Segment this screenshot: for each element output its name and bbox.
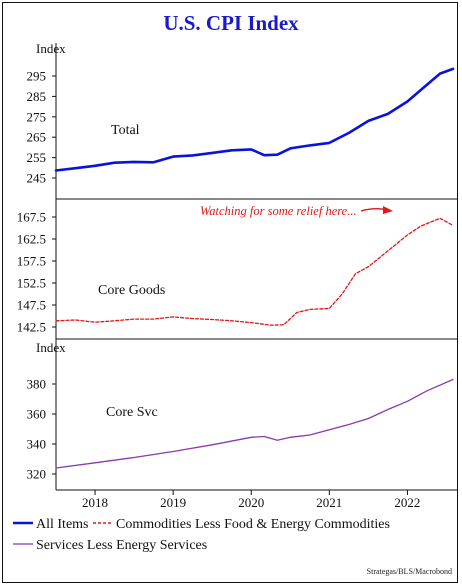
- y-axis-title-svc: Index: [36, 340, 66, 355]
- y-axis-title-total: Index: [36, 41, 66, 56]
- legend-label-core-goods: Commodities Less Food & Energy Commoditi…: [116, 517, 390, 532]
- x-tick-label: 2019: [160, 495, 186, 510]
- y-tick-label-goods: 152.5: [17, 276, 46, 291]
- panel-svc: 380 360 340 320 Index Core Svc: [27, 339, 457, 491]
- panel-goods: 167.5 162.5 157.5 152.5 147.5 142.5 Core Goods: [17, 199, 457, 340]
- panel-label-svc: Core Svc: [106, 405, 158, 420]
- y-tick-label-total: 275: [27, 109, 47, 124]
- y-tick-label-total: 285: [27, 89, 47, 104]
- panel-label-goods: Core Goods: [98, 283, 165, 298]
- y-tick-label-total: 265: [27, 130, 47, 145]
- x-tick-label: 2018: [82, 495, 108, 510]
- y-tick-label-svc: 380: [27, 377, 47, 392]
- x-tick-label: 2020: [238, 495, 264, 510]
- y-tick-label-goods: 162.5: [17, 232, 46, 247]
- y-tick-label-goods: 147.5: [17, 298, 46, 313]
- series-line-total: [54, 67, 455, 172]
- y-tick-label-svc: 340: [27, 437, 47, 452]
- annotation-arrowhead: [383, 206, 393, 214]
- x-tick-label: 2021: [316, 495, 342, 510]
- y-tick-label-total: 295: [27, 69, 47, 84]
- y-tick-label-svc: 360: [27, 407, 47, 422]
- cpi-chart: U.S. CPI Index 295 285 275 265 255 245 Index To…: [13, 11, 457, 576]
- series-line-svc: [55, 378, 454, 469]
- y-tick-label-goods: 167.5: [17, 210, 46, 225]
- x-tick-label: 2022: [394, 495, 420, 510]
- y-tick-label-svc: 320: [27, 467, 47, 482]
- source-note: Strategas/BLS/Macrobond: [367, 567, 452, 576]
- chart-title: U.S. CPI Index: [163, 11, 299, 35]
- y-tick-label-goods: 157.5: [17, 254, 46, 269]
- annotation-text: Watching for some relief here...: [200, 204, 357, 218]
- series-line-goods: [55, 217, 454, 326]
- panel-label-total: Total: [111, 123, 140, 138]
- y-tick-label-total: 245: [27, 171, 47, 186]
- panel-total: 295 285 275 265 255 245 Index Total: [27, 41, 457, 200]
- y-tick-label-total: 255: [27, 150, 47, 165]
- legend-label-all-items: All Items: [36, 517, 89, 532]
- chart-frame: U.S. CPI Index 295 285 275 265 255 245 Index To…: [2, 2, 458, 583]
- y-tick-label-goods: 142.5: [17, 320, 46, 335]
- legend-label-core-services: Services Less Energy Services: [36, 538, 207, 553]
